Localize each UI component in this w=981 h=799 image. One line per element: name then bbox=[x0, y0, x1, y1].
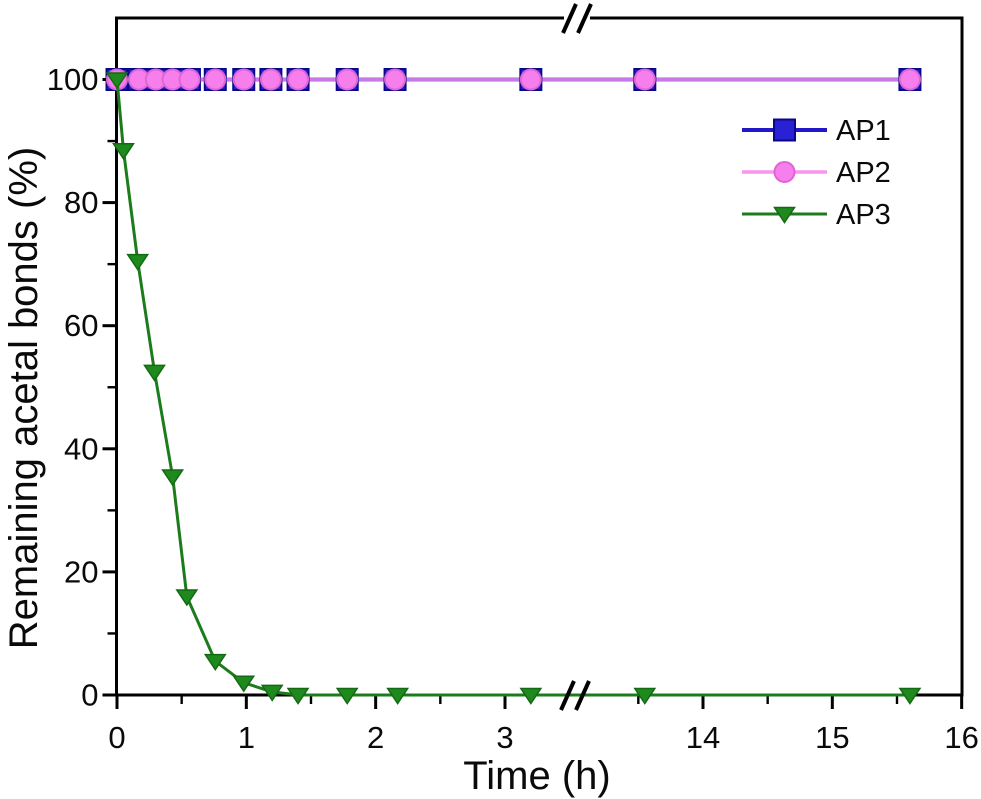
ap3-data-point bbox=[112, 143, 135, 161]
legend-item-AP2: AP2 bbox=[742, 157, 891, 189]
ap2-data-point bbox=[287, 68, 310, 91]
y-axis-tick-label: 80 bbox=[64, 185, 98, 220]
legend-marker-triangle-down-icon bbox=[773, 206, 796, 224]
break-slash-icon bbox=[561, 3, 578, 34]
ap3-data-point bbox=[175, 589, 199, 607]
legend-item-AP3: AP3 bbox=[742, 199, 891, 231]
x-axis-tick-label: 14 bbox=[686, 720, 720, 755]
ap2-data-point bbox=[232, 68, 255, 91]
break-slash-icon bbox=[576, 3, 593, 34]
legend-label: AP3 bbox=[836, 199, 891, 231]
x-axis-tick-label: 16 bbox=[944, 720, 978, 755]
axis-break-bottom bbox=[559, 680, 591, 711]
break-slash-icon bbox=[574, 680, 591, 711]
y-axis-tick-label: 100 bbox=[47, 62, 99, 97]
legend: AP1 AP2 AP3 bbox=[742, 115, 891, 231]
x-axis-tick-label: 0 bbox=[108, 720, 125, 755]
y-axis-tick-label: 60 bbox=[64, 308, 98, 343]
ap3-data-point bbox=[232, 675, 256, 693]
ap3-data-point bbox=[519, 687, 543, 705]
ap2-data-point bbox=[633, 68, 656, 91]
ap3-data-point bbox=[335, 687, 359, 705]
axis-break-top bbox=[561, 3, 593, 34]
ap2-data-point bbox=[259, 68, 282, 91]
series-AP3-markers bbox=[105, 72, 922, 705]
ap2-data-point bbox=[336, 68, 359, 91]
y-axis-ticks: 0 20 40 60 80 100 bbox=[47, 62, 117, 713]
ap3-data-point bbox=[286, 687, 310, 705]
legend-item-AP1: AP1 bbox=[742, 115, 891, 147]
legend-marker-square-icon bbox=[773, 118, 796, 142]
x-axis-tick-label: 2 bbox=[367, 720, 384, 755]
break-slash-icon bbox=[559, 680, 576, 711]
legend-label: AP1 bbox=[836, 115, 891, 147]
legend-label: AP2 bbox=[836, 157, 891, 189]
axis-break-gap-top bbox=[564, 14, 590, 23]
ap3-data-point bbox=[105, 72, 129, 90]
x-axis-tick-label: 1 bbox=[238, 720, 255, 755]
y-axis-label: Remaining acetal bonds (%) bbox=[2, 147, 46, 649]
ap3-data-point bbox=[898, 687, 922, 705]
ap3-data-point bbox=[126, 253, 150, 271]
ap2-data-point bbox=[204, 68, 227, 91]
x-axis-label: Time (h) bbox=[463, 754, 610, 798]
y-axis-tick-label: 20 bbox=[64, 554, 98, 589]
ap3-data-point bbox=[386, 687, 410, 705]
x-axis-tick-label: 15 bbox=[815, 720, 849, 755]
ap2-data-point bbox=[178, 68, 201, 91]
ap3-data-point bbox=[203, 653, 227, 671]
x-axis-ticks: 0 1 2 3 14 15 16 bbox=[108, 695, 979, 755]
ap3-data-point bbox=[161, 469, 185, 487]
y-axis-tick-label: 40 bbox=[64, 431, 98, 466]
ap2-data-point bbox=[384, 68, 407, 91]
ap2-data-point bbox=[519, 68, 542, 91]
y-axis-tick-label: 0 bbox=[81, 678, 98, 713]
ap3-data-point bbox=[143, 364, 166, 382]
ap3-data-point bbox=[260, 684, 284, 702]
ap2-data-point bbox=[898, 68, 921, 91]
x-axis-tick-label: 3 bbox=[496, 720, 513, 755]
legend-marker-circle-icon bbox=[773, 161, 796, 183]
ap3-data-point bbox=[633, 687, 657, 705]
